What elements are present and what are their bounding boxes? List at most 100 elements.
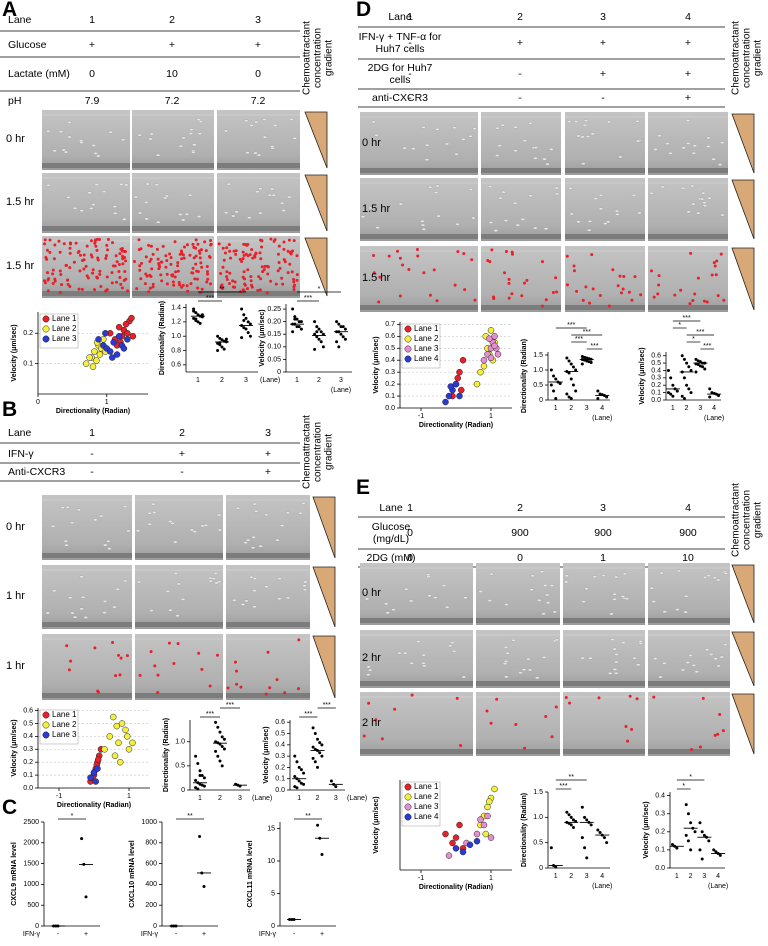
table-cell: 0 bbox=[517, 551, 523, 564]
cell-image bbox=[637, 211, 642, 215]
tracked-cell bbox=[627, 290, 631, 294]
cell-image bbox=[601, 574, 606, 577]
tracked-cell bbox=[197, 651, 201, 655]
micrograph bbox=[360, 112, 478, 175]
tracked-cell bbox=[148, 286, 152, 290]
cell-image bbox=[622, 572, 628, 576]
table-cell: - bbox=[601, 91, 605, 104]
data-point bbox=[297, 325, 301, 329]
tracked-cell bbox=[160, 260, 164, 264]
channel-edge bbox=[563, 749, 645, 754]
cell-image bbox=[690, 184, 695, 188]
data-point bbox=[222, 737, 226, 741]
data-point bbox=[311, 726, 315, 730]
channel-edge bbox=[226, 553, 310, 558]
data-point bbox=[567, 359, 571, 363]
tracked-cell bbox=[581, 298, 585, 302]
x-axis-label: Directionality (Radian) bbox=[56, 408, 130, 415]
data-point bbox=[335, 340, 339, 344]
tracked-cell bbox=[715, 259, 719, 263]
x-tick-label: 2 bbox=[689, 873, 693, 880]
cell-image bbox=[176, 582, 181, 586]
tracked-cell bbox=[435, 299, 439, 303]
y-tick-label: 1.4 bbox=[171, 304, 181, 311]
y-tick-label: 0.4 bbox=[651, 367, 661, 374]
cell-image bbox=[279, 524, 285, 527]
tracked-cell bbox=[507, 296, 511, 300]
cell-image bbox=[660, 185, 665, 189]
tracked-cell bbox=[372, 254, 376, 258]
table-cell: + bbox=[264, 447, 272, 460]
tracked-cell bbox=[393, 707, 397, 711]
tracked-cell bbox=[176, 264, 180, 268]
tracked-cell bbox=[172, 662, 176, 666]
cell-image bbox=[533, 226, 538, 230]
tracked-cell bbox=[68, 251, 72, 255]
tracked-cell bbox=[292, 287, 296, 291]
tracked-cell bbox=[398, 256, 402, 260]
tracked-cell bbox=[239, 685, 243, 689]
channel-edge bbox=[476, 618, 560, 623]
data-point bbox=[708, 387, 712, 391]
cell-image bbox=[461, 675, 467, 679]
tracked-cell bbox=[122, 249, 126, 253]
significance-label: ** bbox=[569, 774, 575, 781]
cell-image bbox=[108, 130, 113, 134]
tracked-cell bbox=[217, 242, 221, 246]
cell-image bbox=[79, 575, 84, 579]
tracked-cell bbox=[157, 263, 161, 267]
cell-image bbox=[659, 571, 664, 575]
channel-edge bbox=[648, 305, 728, 310]
tracked-cell bbox=[396, 249, 400, 253]
cell-image bbox=[444, 605, 450, 609]
tracked-cell bbox=[278, 266, 282, 270]
cell-image bbox=[421, 227, 427, 231]
table-cell: 900 bbox=[511, 526, 529, 539]
row-label: Glucose bbox=[8, 38, 47, 51]
channel-edge bbox=[565, 305, 645, 310]
tracked-cell bbox=[297, 638, 301, 642]
legend-marker bbox=[404, 345, 412, 353]
tracked-cell bbox=[164, 265, 168, 269]
gradient-triangle bbox=[312, 566, 336, 628]
cell-image bbox=[69, 521, 75, 525]
tracked-cell bbox=[135, 287, 139, 291]
tracked-cell bbox=[46, 278, 50, 282]
tracked-cell bbox=[52, 257, 56, 261]
x-tick-label: 1 bbox=[297, 795, 301, 802]
row-label: pH bbox=[8, 94, 22, 107]
tracked-cell bbox=[523, 281, 527, 285]
legend-marker bbox=[42, 335, 50, 343]
legend-label: Lane 1 bbox=[52, 710, 77, 719]
channel-edge bbox=[481, 234, 561, 239]
data-point bbox=[220, 764, 224, 768]
cell-image bbox=[720, 213, 725, 217]
tracked-cell bbox=[144, 255, 148, 259]
tracked-cell bbox=[719, 252, 723, 256]
tracked-cell bbox=[193, 277, 197, 281]
y-axis-label: Velocity (μm/sec) bbox=[643, 801, 650, 858]
tracked-cell bbox=[551, 291, 555, 295]
tracked-cell bbox=[702, 299, 706, 303]
legend-label: Lane 3 bbox=[52, 730, 77, 739]
cell-image bbox=[675, 608, 680, 611]
cell-image bbox=[240, 603, 246, 606]
data-point bbox=[220, 338, 224, 342]
y-tick-label: 0.6 bbox=[651, 353, 661, 360]
tracked-cell bbox=[260, 265, 264, 269]
channel-edge bbox=[648, 749, 730, 754]
cell-image bbox=[620, 595, 625, 598]
table-cell: 900 bbox=[679, 526, 697, 539]
cell-image bbox=[375, 226, 380, 229]
data-point bbox=[244, 316, 248, 320]
y-tick-label: 0 bbox=[35, 923, 39, 930]
cell-image bbox=[277, 577, 282, 580]
cell-image bbox=[144, 201, 149, 204]
cell-image bbox=[488, 185, 493, 188]
cell-image bbox=[302, 588, 308, 592]
micrograph bbox=[648, 692, 730, 756]
cell-image bbox=[107, 547, 112, 551]
tracked-cell bbox=[716, 294, 720, 298]
data-point bbox=[84, 895, 88, 899]
data-point bbox=[313, 732, 317, 736]
